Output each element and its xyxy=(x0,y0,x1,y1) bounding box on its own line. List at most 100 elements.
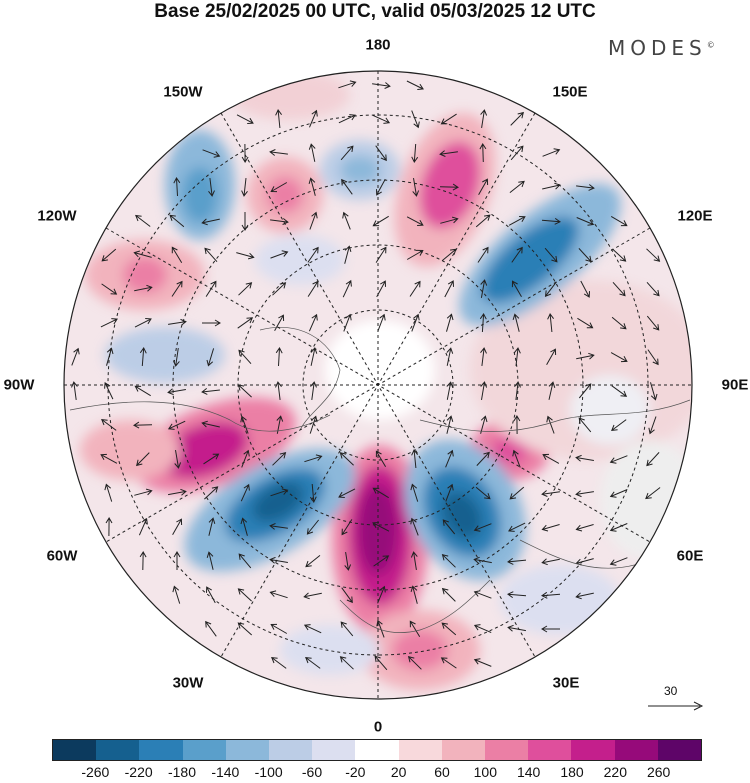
wind-vector-arrow xyxy=(507,591,527,599)
wind-vector-arrow xyxy=(611,419,627,431)
colorbar-swatch xyxy=(528,740,572,760)
wind-vector-arrow xyxy=(308,177,316,196)
wind-vector-arrow xyxy=(546,415,555,434)
wind-vector-arrow xyxy=(509,486,525,500)
wind-vector-arrow xyxy=(303,624,322,634)
wind-vector-arrow xyxy=(412,178,420,197)
modes-logo: MODES© xyxy=(608,36,715,60)
wind-vector-arrow xyxy=(475,214,491,228)
colorbar-swatch xyxy=(355,740,399,760)
wind-vector-arrow xyxy=(444,280,454,298)
wind-vector-arrow xyxy=(71,347,80,366)
wind-vector-arrow xyxy=(270,182,288,193)
wind-vector-arrow xyxy=(541,490,560,497)
wind-vector-arrow xyxy=(168,318,187,326)
wind-vector-arrow xyxy=(509,180,525,193)
wind-vector-arrow xyxy=(306,519,319,535)
wind-vector-arrow xyxy=(204,247,218,263)
colorbar-swatch xyxy=(225,740,270,760)
wind-vector-arrow xyxy=(611,316,627,330)
colorbar-tick-label: 220 xyxy=(603,764,628,780)
colorbar-ticks: -260 -220 -180 -140 -100 -60 -20 20 60 100 140 180 2… xyxy=(0,764,750,782)
colorbar-tick-label: 180 xyxy=(560,764,584,780)
wind-vector-arrow xyxy=(134,284,153,292)
wind-vector-arrow xyxy=(101,419,117,431)
wind-vector-arrow xyxy=(272,452,287,466)
wind-vector-arrow xyxy=(100,318,118,328)
wind-vector-arrow xyxy=(208,178,215,197)
lon-label-90e: 90E xyxy=(721,376,749,394)
wind-vector-arrow xyxy=(134,385,151,397)
wind-vector-arrow xyxy=(339,656,354,670)
lon-label-90w: 90W xyxy=(3,376,35,394)
wind-vector-arrow xyxy=(338,80,357,89)
wind-vector-arrow xyxy=(542,148,561,157)
wind-vector-arrow xyxy=(308,313,318,332)
wind-vector-arrow xyxy=(475,486,491,500)
wind-vector-arrow xyxy=(576,352,595,360)
lon-label-150w: 150W xyxy=(163,83,203,101)
colorbar-swatch xyxy=(139,740,183,760)
wind-vector-arrow xyxy=(473,523,492,532)
colorbar-swatch xyxy=(398,740,442,760)
wind-vector-arrow xyxy=(340,621,354,637)
wind-vector-arrow xyxy=(173,551,181,570)
wind-vector-arrow xyxy=(338,114,356,124)
wind-vector-arrow xyxy=(271,657,287,669)
wind-vector-arrow xyxy=(168,488,187,496)
wind-vector-arrow xyxy=(609,489,628,498)
wind-vector-arrow xyxy=(441,587,456,602)
wind-vector-arrow xyxy=(411,449,419,469)
colorbar-swatch xyxy=(96,740,140,760)
wind-vector-arrow xyxy=(307,246,319,263)
wind-vector-arrow xyxy=(473,624,492,634)
wind-vector-arrow xyxy=(609,557,628,566)
wind-vector-arrow xyxy=(341,178,353,195)
wind-vector-arrow xyxy=(372,487,389,499)
colorbar-swatch xyxy=(441,740,486,760)
lon-label-60e: 60E xyxy=(676,547,704,565)
wind-vector-arrow xyxy=(512,449,521,468)
wind-vector-arrow xyxy=(202,319,221,327)
wind-vector-arrow xyxy=(372,82,391,89)
wind-vector-arrow xyxy=(410,551,418,570)
wind-vector-arrow xyxy=(303,592,322,600)
wind-vector-arrow xyxy=(610,215,628,227)
wind-vector-arrow xyxy=(241,449,250,468)
wind-vector-arrow xyxy=(609,455,628,464)
wind-vector-arrow xyxy=(202,149,221,158)
wind-vector-arrow xyxy=(477,246,489,263)
colorbar-tick-label: -60 xyxy=(301,764,323,780)
wind-vector-arrow xyxy=(442,519,456,535)
wind-vector-arrow xyxy=(304,454,323,463)
wind-vector-arrow xyxy=(342,279,352,298)
wind-vector-arrow xyxy=(476,451,490,466)
wind-vector-arrow xyxy=(648,416,657,435)
wind-vector-arrow xyxy=(441,622,457,636)
colorbar-tick-label: 100 xyxy=(473,764,498,780)
wind-vector-arrow xyxy=(136,452,150,467)
colorbar-swatch xyxy=(614,740,658,760)
wind-vector-arrow xyxy=(309,211,318,230)
colorbar-tick-label: 20 xyxy=(390,764,407,780)
wind-vector-arrow xyxy=(374,655,388,671)
lon-label-30w: 30W xyxy=(172,674,204,692)
wind-vector-arrow xyxy=(407,656,422,670)
wind-vector-arrow xyxy=(446,313,454,332)
wind-vector-arrow xyxy=(480,109,488,128)
wind-vector-arrow xyxy=(338,488,356,498)
wind-vector-arrow xyxy=(541,217,561,225)
wind-vector-arrow xyxy=(344,552,352,571)
wind-vector-arrow xyxy=(577,317,594,329)
wind-vector-arrow xyxy=(201,420,220,428)
colorbar-tick-label: 260 xyxy=(646,764,671,780)
lon-label-150e: 150E xyxy=(552,83,588,101)
wind-vector-arrow xyxy=(410,517,419,536)
wind-vector-arrow xyxy=(308,143,316,162)
wind-vector-arrow xyxy=(546,348,557,366)
lon-label-0: 0 xyxy=(373,718,383,736)
wind-vector-arrow xyxy=(511,280,522,298)
wind-vector-arrow xyxy=(508,216,526,226)
wind-vector-arrow xyxy=(645,487,661,500)
wind-vector-arrow xyxy=(275,109,283,129)
